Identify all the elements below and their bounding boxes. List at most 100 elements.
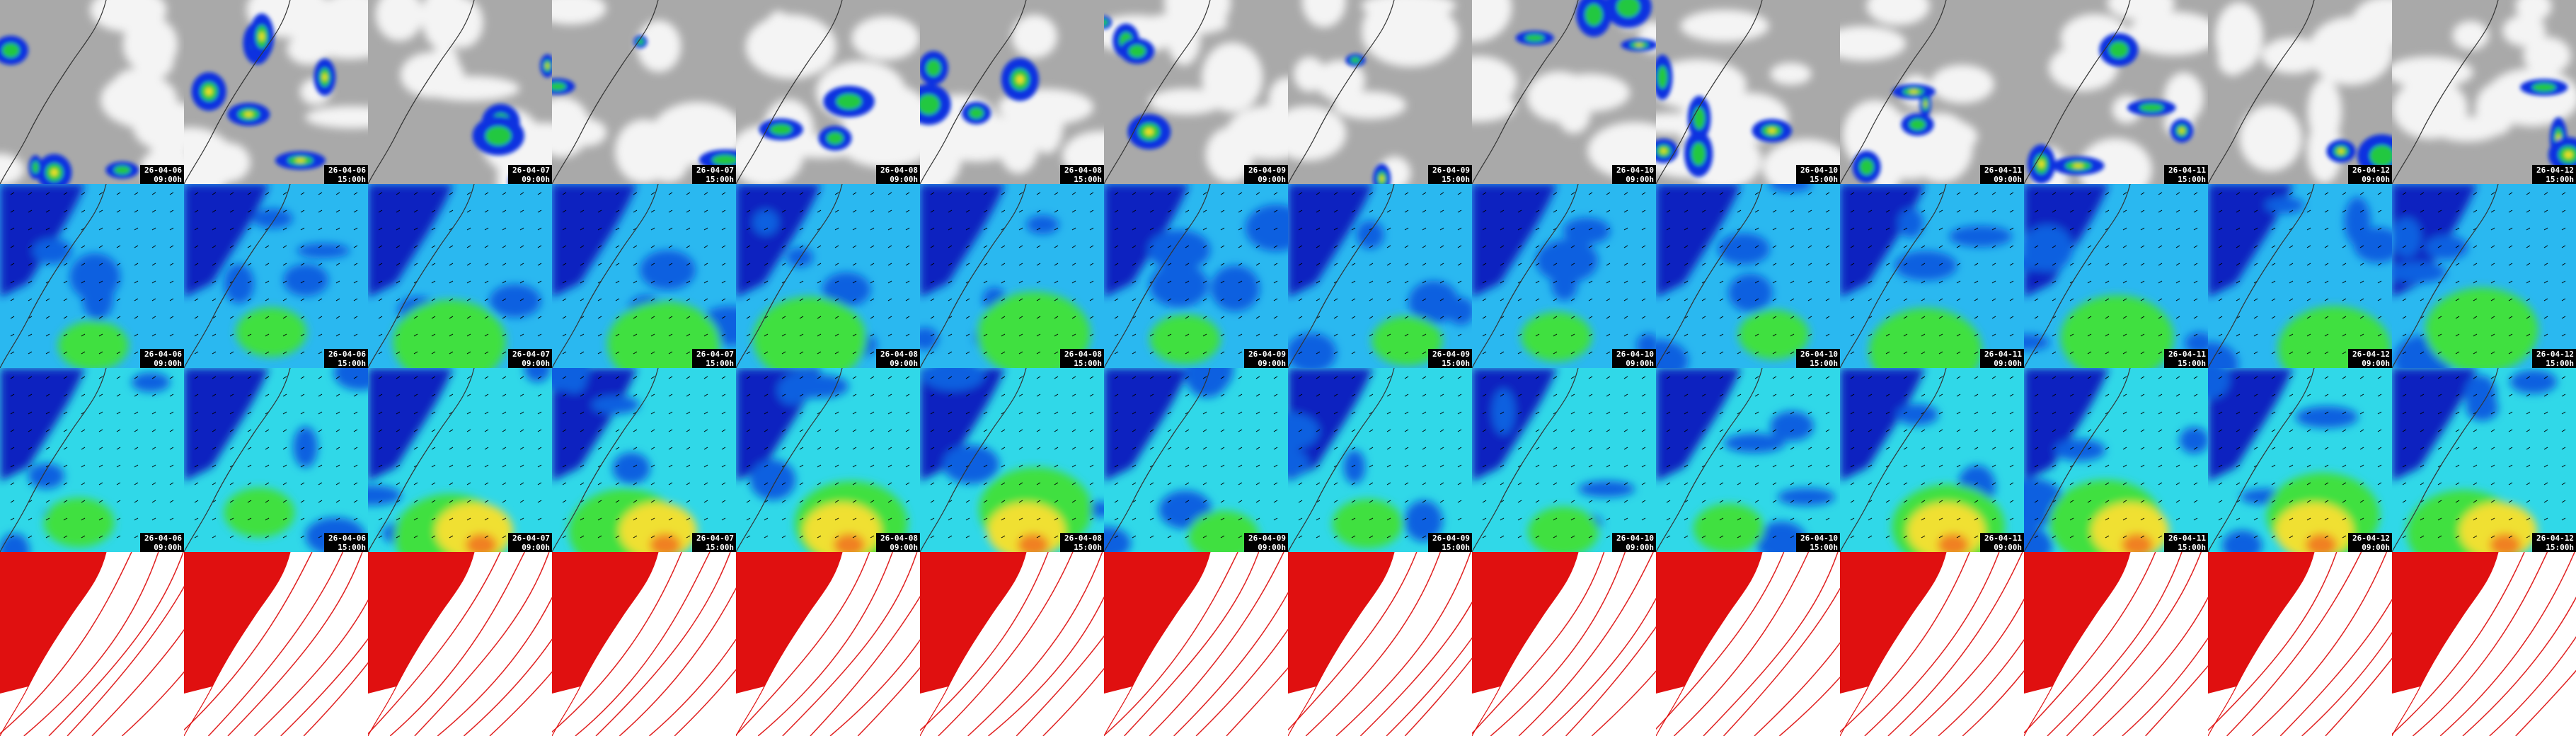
- coastline: [2392, 0, 2499, 184]
- coastline: [184, 552, 291, 736]
- isobar: [1673, 552, 1810, 736]
- field: [1656, 368, 1836, 552]
- date-label: 26-04-08: [1064, 534, 1102, 543]
- label-box: [1244, 349, 1288, 368]
- time-label: 15:00h: [706, 175, 734, 184]
- date-label: 26-04-06: [144, 166, 182, 175]
- isobar: [2412, 552, 2548, 736]
- isobar: [1226, 667, 1288, 736]
- coastline: [920, 552, 1027, 736]
- label-box: [1428, 165, 1472, 184]
- date-label: 26-04-12: [2352, 534, 2390, 543]
- isobar: [2439, 552, 2575, 736]
- field: [368, 184, 541, 368]
- label-box: [1796, 349, 1840, 368]
- date-label: 26-04-10: [1800, 350, 1838, 359]
- precipitation: [2027, 33, 2194, 184]
- coastline: [1104, 0, 1211, 184]
- coastline: [1104, 184, 1211, 368]
- map-tile: [184, 552, 368, 736]
- date-label: 26-04-07: [696, 534, 734, 543]
- isobar: [2251, 552, 2388, 736]
- label-box: [1612, 533, 1656, 552]
- date-label: 26-04-08: [1064, 350, 1102, 359]
- date-label: 26-04-12: [2352, 350, 2390, 359]
- isobar: [736, 552, 870, 736]
- wind-arrows: [2402, 192, 2566, 355]
- isobar: [1173, 592, 1288, 736]
- time-label: 15:00h: [1074, 543, 1102, 552]
- isobar: [303, 662, 368, 736]
- coastline: [0, 0, 107, 184]
- date-label: 26-04-09: [1432, 166, 1470, 175]
- time-label: 15:00h: [1442, 359, 1470, 368]
- isobar: [1565, 626, 1656, 736]
- coastline: [2024, 184, 2131, 368]
- map-tile: [552, 552, 736, 736]
- date-label: 26-04-07: [696, 350, 734, 359]
- land-contours: [1656, 552, 1762, 694]
- coastline: [552, 184, 659, 368]
- date-label: 26-04-10: [1616, 350, 1654, 359]
- label-box: [1980, 349, 2024, 368]
- isobar: [489, 671, 552, 736]
- isobar: [1490, 552, 1626, 736]
- isobar: [1042, 667, 1104, 736]
- coastline: [2392, 552, 2499, 736]
- time-label: 09:00h: [154, 543, 182, 552]
- isobar: [2279, 598, 2392, 736]
- isobar: [2226, 552, 2362, 736]
- isobar: [207, 552, 344, 736]
- time-label: 09:00h: [1994, 175, 2022, 184]
- label-box: [692, 533, 736, 552]
- map-tile: [1104, 552, 1288, 736]
- label-box: [1060, 165, 1104, 184]
- label-box: [140, 349, 184, 368]
- date-label: 26-04-08: [880, 350, 918, 359]
- date-label: 26-04-10: [1800, 166, 1838, 175]
- clouds: [0, 0, 184, 184]
- date-label: 26-04-09: [1432, 534, 1470, 543]
- isobar: [1938, 638, 2024, 736]
- land-contours: [368, 552, 474, 694]
- wind-arrows: [378, 376, 542, 539]
- coastline: [368, 368, 475, 552]
- coastline: [184, 184, 291, 368]
- isobar: [1754, 642, 1840, 736]
- wind-arrows: [562, 192, 726, 355]
- land-contours: [1472, 552, 1578, 694]
- isobar: [67, 585, 184, 736]
- isobar: [967, 552, 1103, 736]
- isobar: [857, 667, 920, 736]
- wind-arrows: [562, 376, 726, 539]
- date-label: 26-04-06: [328, 166, 366, 175]
- isobar: [1778, 677, 1840, 736]
- isobar: [1124, 552, 1260, 736]
- time-label: 15:00h: [1810, 175, 1838, 184]
- isobar: [2093, 596, 2208, 736]
- coastline: [1840, 0, 1947, 184]
- wind-arrows: [10, 376, 174, 539]
- time-label: 09:00h: [522, 359, 550, 368]
- coastline: [1656, 552, 1763, 736]
- isobar: [938, 552, 1074, 736]
- coastline: [2208, 0, 2315, 184]
- time-label: 09:00h: [1258, 175, 1286, 184]
- time-label: 09:00h: [154, 359, 182, 368]
- time-label: 15:00h: [2178, 543, 2206, 552]
- isobar: [184, 552, 313, 731]
- time-label: 15:00h: [2178, 359, 2206, 368]
- wind-arrows: [930, 376, 1094, 539]
- isobar: [1887, 552, 2023, 736]
- map-tile: [1472, 552, 1656, 736]
- label-box: [1244, 165, 1288, 184]
